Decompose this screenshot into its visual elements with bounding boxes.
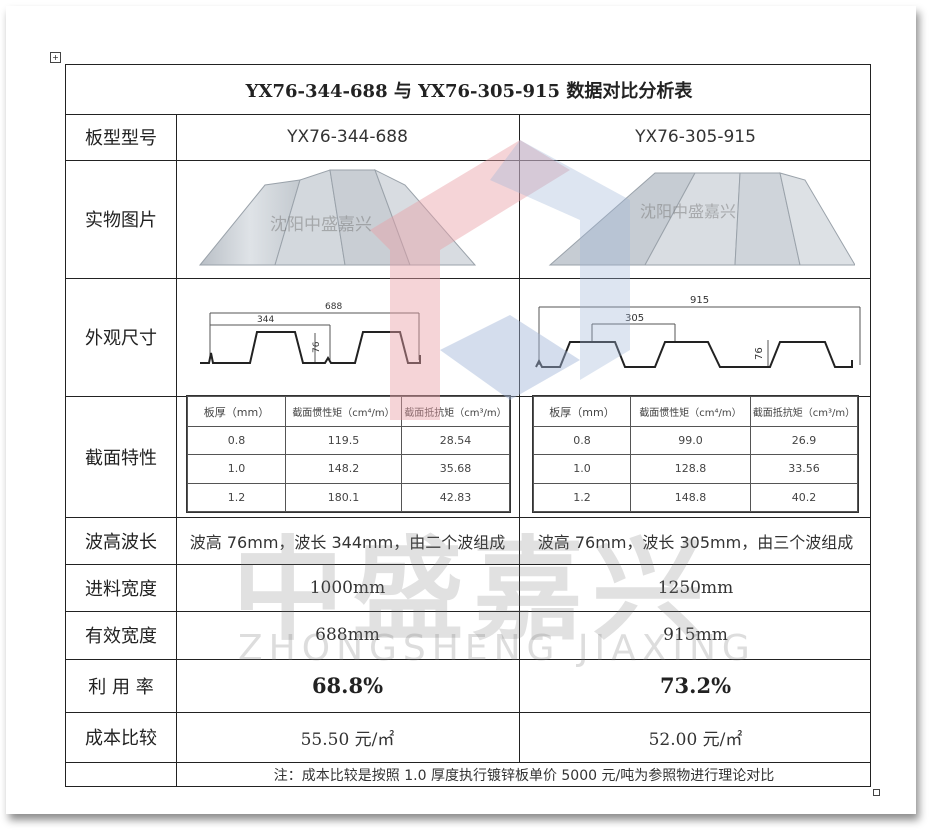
cost-note: 注：成本比较是按照 1.0 厚度执行镀锌板单价 5000 元/吨为参照物进行理论… [273,767,775,784]
row-label-model: 板型型号 [85,128,157,149]
model-1: YX76-344-688 [287,127,408,147]
comparison-table: YX76-344-688 与 YX76-305-915 数据对比分析表 板型型号… [65,64,871,787]
section-cell: 26.9 [750,425,858,456]
dim-height-1: 76 [312,341,322,353]
section-table-1: 板厚（mm） 截面惯性矩（cm⁴/m） 截面抵抗矩（cm³/m） 0.8 119.5 2… [186,395,511,513]
table-resize-handle[interactable] [873,789,880,796]
effective-width-1: 688mm [315,625,380,645]
section-table-2: 板厚（mm） 截面惯性矩（cm⁴/m） 截面抵抗矩（cm³/m） 0.8 99.0 26… [532,395,859,513]
cost-1: 55.50 元/㎡ [300,729,395,750]
section-cell: 1.2 [533,482,631,513]
row-label-dimensions: 外观尺寸 [85,328,157,349]
section-cell: 180.1 [285,482,402,513]
section-cell: 148.2 [285,454,402,484]
section-cell: 截面抵抗矩（cm³/m） [750,396,858,427]
dim-height-2: 76 [754,347,765,360]
section-cell: 板厚（mm） [533,396,631,427]
model-2: YX76-305-915 [635,127,756,147]
row-label-cost: 成本比较 [85,728,157,749]
row-label-utilization: 利 用 率 [88,676,154,698]
section-cell: 148.8 [630,482,751,513]
photo-watermark-1: 沈阳中盛嘉兴 [270,215,372,235]
row-label-effective-width: 有效宽度 [85,626,157,647]
table-title: YX76-344-688 与 YX76-305-915 数据对比分析表 [245,80,693,102]
profile-drawing-2: 915 305 76 [535,295,861,368]
section-cell: 0.8 [533,425,631,456]
section-cell: 128.8 [630,454,751,484]
section-cell: 35.68 [401,454,510,484]
dim-total-2: 915 [690,295,709,306]
section-cell: 1.2 [187,482,286,513]
section-cell: 1.0 [187,454,286,484]
utilization-1: 68.8% [311,673,384,698]
dim-pitch-1: 344 [257,315,274,325]
utilization-2: 73.2% [659,673,732,698]
profile-drawing-1: 688 344 76 [200,302,421,364]
section-cell: 119.5 [285,425,402,456]
wave-1: 波高 76mm，波长 344mm，由二个波组成 [189,532,506,552]
section-cell: 33.56 [750,454,858,484]
row-label-photo: 实物图片 [85,210,157,231]
product-photo-1: 沈阳中盛嘉兴 [198,168,477,266]
feed-width-1: 1000mm [309,577,386,598]
dim-total-1: 688 [325,302,342,312]
product-photo-2: 沈阳中盛嘉兴 [548,172,855,266]
cost-2: 52.00 元/㎡ [648,729,743,750]
row-label-section: 截面特性 [85,447,157,469]
photo-watermark-2: 沈阳中盛嘉兴 [640,202,736,221]
section-cell: 截面抵抗矩（cm³/m） [401,396,510,427]
section-cell: 40.2 [750,482,858,513]
section-cell: 42.83 [401,482,510,513]
section-cell: 截面惯性矩（cm⁴/m） [285,396,402,427]
section-cell: 截面惯性矩（cm⁴/m） [630,396,751,427]
row-label-feed-width: 进料宽度 [85,578,157,600]
section-cell: 0.8 [187,425,286,456]
section-cell: 99.0 [630,425,751,456]
section-cell: 板厚（mm） [187,396,286,427]
wave-2: 波高 76mm，波长 305mm，由三个波组成 [537,532,854,552]
table-move-handle-icon[interactable]: + [50,52,61,63]
row-label-wave: 波高波长 [85,531,157,553]
dim-pitch-2: 305 [625,313,644,324]
feed-width-2: 1250mm [657,577,734,598]
section-cell: 1.0 [533,454,631,484]
section-cell: 28.54 [401,425,510,456]
effective-width-2: 915mm [663,625,728,645]
